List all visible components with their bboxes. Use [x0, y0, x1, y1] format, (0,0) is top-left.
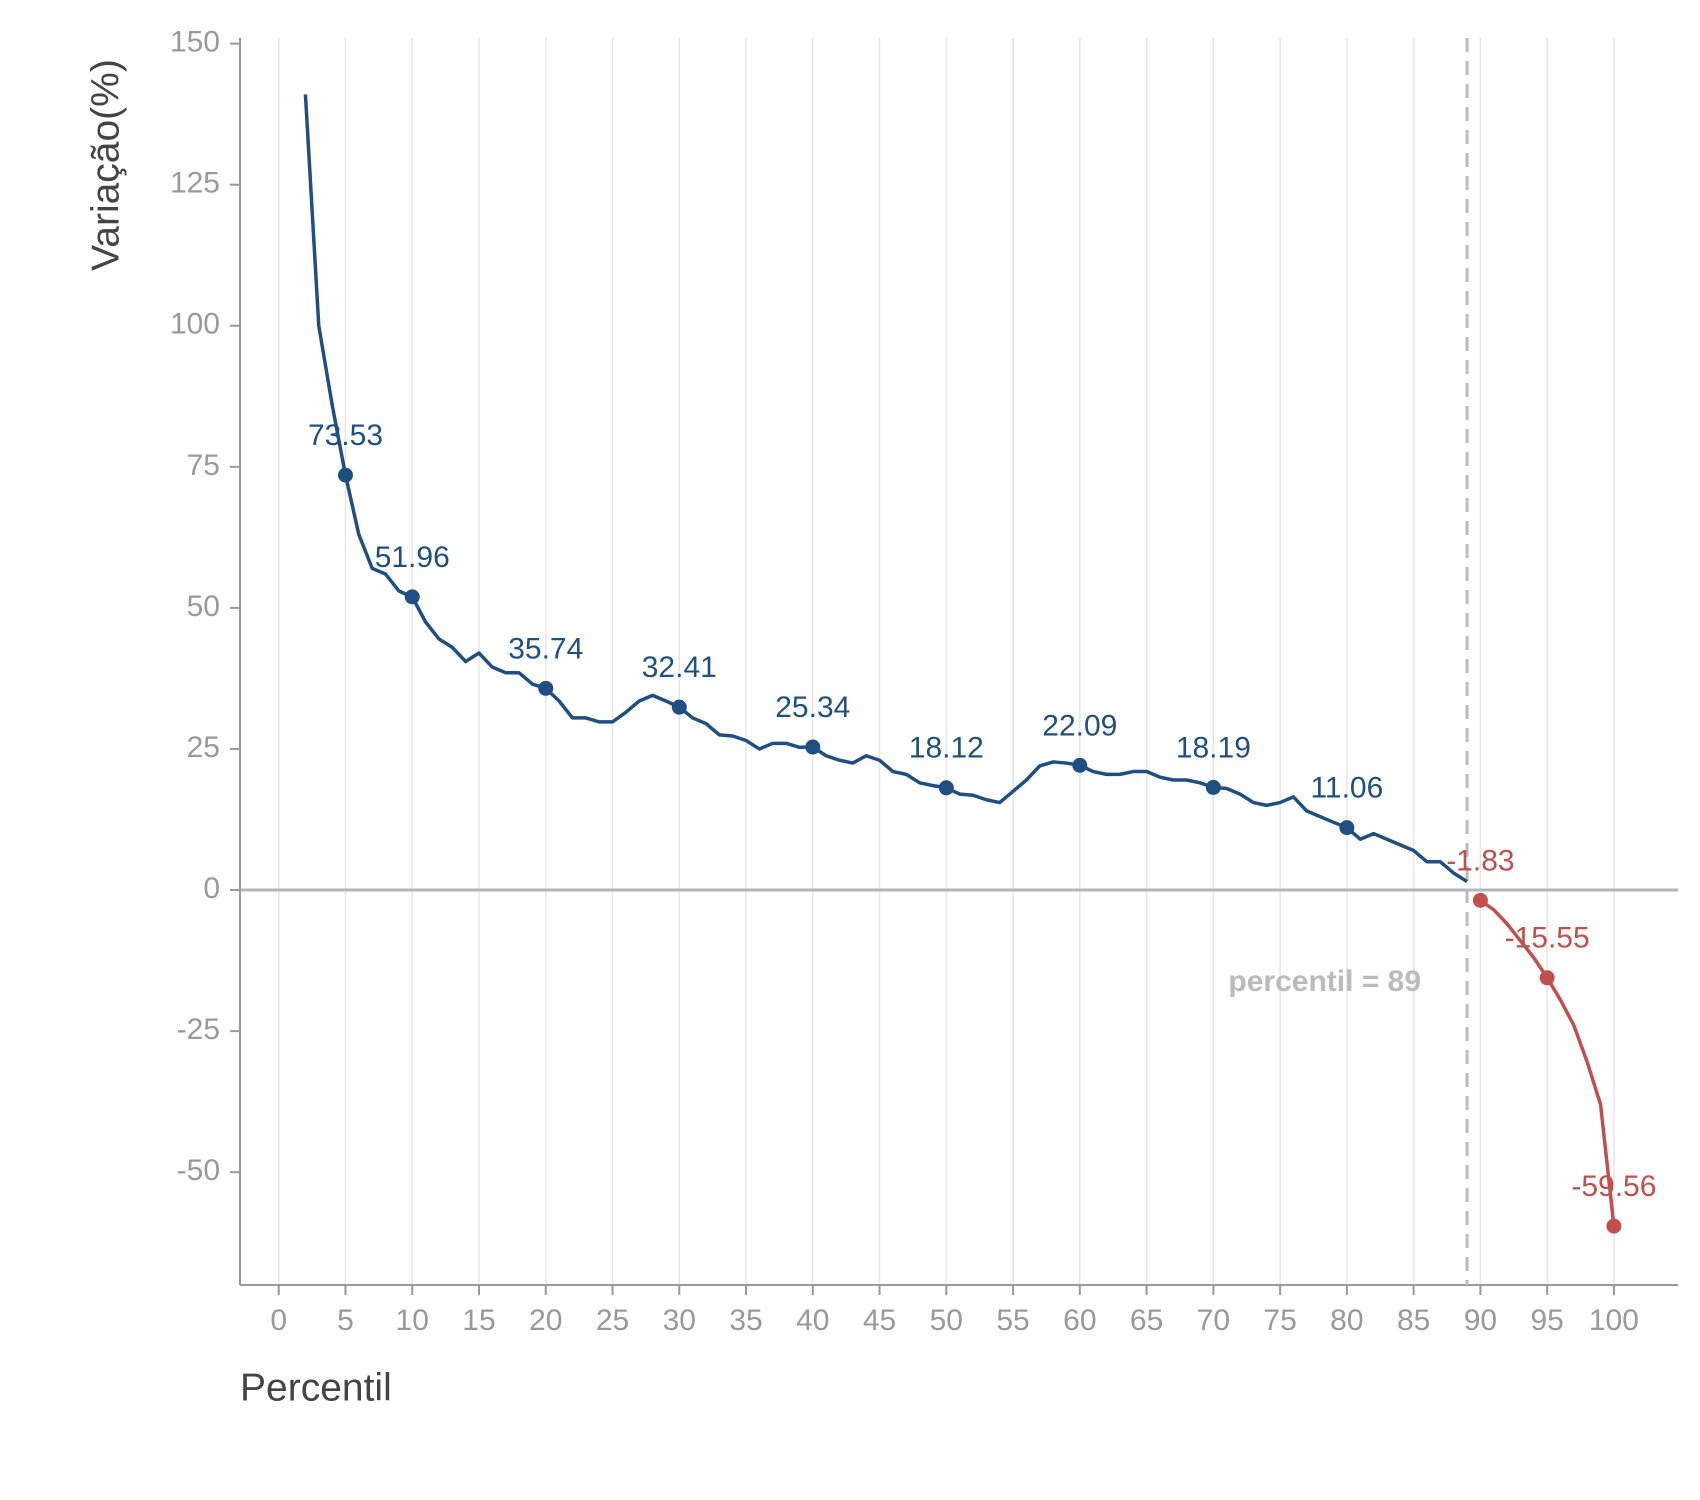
x-tick-label: 5 [337, 1304, 354, 1337]
x-tick-label: 50 [930, 1304, 963, 1337]
x-tick-label: 20 [529, 1304, 562, 1337]
y-tick-label: 25 [187, 731, 220, 764]
data-label: 73.53 [308, 419, 383, 452]
x-tick-label: 40 [796, 1304, 829, 1337]
point [538, 680, 554, 696]
x-tick-label: 0 [270, 1304, 287, 1337]
point [1472, 892, 1488, 908]
x-axis-title: Percentil [240, 1366, 392, 1409]
x-tick-label: 45 [863, 1304, 896, 1337]
data-label: -1.83 [1446, 844, 1514, 877]
y-tick-label: -25 [177, 1013, 220, 1046]
x-tick-label: 85 [1397, 1304, 1430, 1337]
y-tick-label: -50 [177, 1154, 220, 1187]
y-tick-label: 75 [187, 449, 220, 482]
point [1339, 820, 1355, 836]
point [337, 467, 353, 483]
x-tick-label: 60 [1063, 1304, 1096, 1337]
x-tick-label: 25 [596, 1304, 629, 1337]
point [1606, 1218, 1622, 1234]
point [671, 699, 687, 715]
point [404, 589, 420, 605]
y-tick-label: 125 [170, 167, 220, 200]
data-label: -59.56 [1571, 1170, 1656, 1203]
data-label: 11.06 [1310, 772, 1383, 805]
x-tick-label: 35 [729, 1304, 762, 1337]
x-tick-label: 55 [996, 1304, 1029, 1337]
x-tick-label: 10 [396, 1304, 429, 1337]
x-tick-label: 30 [663, 1304, 696, 1337]
x-tick-label: 80 [1330, 1304, 1363, 1337]
y-tick-label: 150 [170, 26, 220, 59]
data-label: 18.12 [909, 732, 984, 765]
y-tick-label: 0 [203, 872, 220, 905]
x-tick-label: 70 [1197, 1304, 1230, 1337]
y-axis-title: Variação(%) [84, 59, 127, 271]
point [1205, 779, 1221, 795]
y-tick-label: 50 [187, 590, 220, 623]
data-label: 35.74 [508, 632, 583, 665]
line [303, 94, 1468, 884]
point [938, 780, 954, 796]
x-tick-label: 75 [1263, 1304, 1296, 1337]
x-tick-label: 100 [1589, 1304, 1639, 1337]
reference-label: percentil = 89 [1228, 965, 1421, 998]
point [805, 739, 821, 755]
data-label: 25.34 [775, 691, 850, 724]
data-label: 22.09 [1042, 709, 1117, 742]
x-tick-label: 95 [1530, 1304, 1563, 1337]
data-label: -15.55 [1505, 922, 1590, 955]
data-label: 51.96 [375, 541, 450, 574]
y-tick-label: 100 [170, 308, 220, 341]
data-label: 32.41 [642, 651, 717, 684]
point [1072, 757, 1088, 773]
x-tick-label: 65 [1130, 1304, 1163, 1337]
point [1539, 970, 1555, 986]
data-label: 18.19 [1176, 731, 1251, 764]
x-tick-label: 15 [462, 1304, 495, 1337]
x-tick-label: 90 [1464, 1304, 1497, 1337]
